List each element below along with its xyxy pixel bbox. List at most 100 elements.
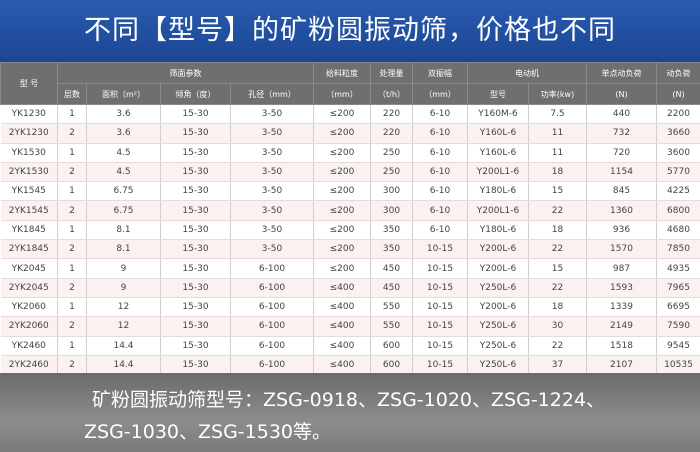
- table-cell: 250: [370, 143, 413, 163]
- footer-line-1: 矿粉圆振动筛型号：ZSG-0918、ZSG-1020、ZSG-1224、: [92, 389, 606, 411]
- table-cell: 6.75: [86, 181, 161, 202]
- table-cell: 300: [370, 181, 413, 202]
- table-row: YK1545 1 6.75 15-30 3-50 ≤200 300 6-10 Y180L-6 15…: [0, 181, 700, 202]
- table-cell: 2YK1545: [0, 200, 58, 221]
- table-row: 2YK2460 2 14.4 15-30 6-100 ≤400 600 10-15 Y250L-…: [0, 355, 700, 376]
- header-power: 功率(kw): [528, 83, 587, 105]
- table-cell: 2: [57, 239, 87, 260]
- table-cell: YK1545: [0, 181, 58, 202]
- table-cell: 3.6: [86, 104, 161, 125]
- table-cell: 9: [86, 258, 161, 279]
- table-cell: 350: [370, 220, 413, 241]
- header-screen-params: 筛面参数: [57, 62, 314, 84]
- table-cell: 6-10: [412, 181, 468, 202]
- table-cell: 3-50: [230, 200, 314, 221]
- table-cell: 15-30: [160, 297, 231, 318]
- table-cell: 1339: [586, 297, 657, 318]
- table-cell: Y250L-6: [467, 336, 529, 356]
- table-cell: 10-15: [412, 239, 468, 260]
- table-cell: ≤200: [313, 162, 371, 183]
- table-cell: 600: [370, 355, 413, 376]
- table-cell: 220: [370, 104, 413, 125]
- table-cell: Y200L-6: [467, 258, 529, 279]
- table-cell: 732: [586, 123, 657, 144]
- table-cell: 2: [57, 200, 87, 221]
- table-cell: 10-15: [412, 336, 468, 356]
- table-cell: 7850: [656, 239, 700, 260]
- table-cell: 1: [57, 181, 87, 202]
- table-cell: YK2060: [0, 297, 58, 318]
- header-layers: 层数: [57, 83, 87, 105]
- table-row: YK2060 1 12 15-30 6-100 ≤400 550 10-15 Y200L-6 18…: [0, 297, 700, 318]
- table-cell: 9545: [656, 336, 700, 356]
- table-cell: 440: [586, 104, 657, 125]
- table-cell: 15-30: [160, 278, 231, 298]
- table-cell: 11: [528, 123, 587, 144]
- header-point-load: 单点动负荷: [586, 62, 657, 84]
- table-cell: 15-30: [160, 239, 231, 260]
- table-cell: Y250L-6: [467, 278, 529, 298]
- table-cell: 936: [586, 220, 657, 241]
- header-angle: 倾角（度）: [160, 83, 231, 105]
- table-row: 2YK1845 2 8.1 15-30 3-50 ≤200 350 10-15 Y200L-6 2…: [0, 239, 700, 260]
- table-cell: 15-30: [160, 123, 231, 144]
- table-cell: 15-30: [160, 316, 231, 337]
- table-cell: 3600: [656, 143, 700, 163]
- table-cell: 15-30: [160, 104, 231, 125]
- table-cell: 15-30: [160, 181, 231, 202]
- table-cell: ≤400: [313, 278, 371, 298]
- table-cell: 12: [86, 297, 161, 318]
- table-cell: 3660: [656, 123, 700, 144]
- header-amplitude-unit: （mm）: [412, 83, 468, 105]
- table-cell: 10-15: [412, 278, 468, 298]
- table-cell: 7590: [656, 316, 700, 337]
- table-cell: ≤200: [313, 258, 371, 279]
- table-cell: 1518: [586, 336, 657, 356]
- table-cell: 15-30: [160, 336, 231, 356]
- table-cell: 15-30: [160, 258, 231, 279]
- table-cell: 1360: [586, 200, 657, 221]
- table-cell: 5770: [656, 162, 700, 183]
- table-cell: 15-30: [160, 143, 231, 163]
- table-cell: YK1530: [0, 143, 58, 163]
- table-cell: YK1845: [0, 220, 58, 241]
- table-cell: 1: [57, 143, 87, 163]
- table-cell: 2YK2060: [0, 316, 58, 337]
- table-cell: Y160M-6: [467, 104, 529, 125]
- table-cell: 22: [528, 239, 587, 260]
- table-cell: 845: [586, 181, 657, 202]
- table-cell: 15-30: [160, 355, 231, 376]
- table-cell: 22: [528, 336, 587, 356]
- table-cell: 10-15: [412, 355, 468, 376]
- table-cell: 7965: [656, 278, 700, 298]
- table-cell: 6-10: [412, 123, 468, 144]
- table-cell: 6-100: [230, 297, 314, 318]
- header-dyn-load: 动负荷: [656, 62, 700, 84]
- table-cell: 10-15: [412, 258, 468, 279]
- table-cell: Y200L-6: [467, 239, 529, 260]
- table-cell: 6-100: [230, 316, 314, 337]
- header-area: 面积（m²）: [86, 83, 161, 105]
- table-cell: ≤200: [313, 220, 371, 241]
- table-cell: 7.5: [528, 104, 587, 125]
- table-cell: 2: [57, 316, 87, 337]
- table-row: YK2045 1 9 15-30 6-100 ≤200 450 10-15 Y200L-6 15 9…: [0, 258, 700, 279]
- header-amplitude: 双振幅: [412, 62, 468, 84]
- table-cell: 2YK2045: [0, 278, 58, 298]
- table-cell: 6-100: [230, 278, 314, 298]
- table-cell: Y200L1-6: [467, 162, 529, 183]
- table-cell: YK1230: [0, 104, 58, 125]
- table-cell: YK2460: [0, 336, 58, 356]
- table-cell: Y200L1-6: [467, 200, 529, 221]
- table-cell: 4.5: [86, 143, 161, 163]
- table-cell: 1570: [586, 239, 657, 260]
- table-cell: 3-50: [230, 162, 314, 183]
- table-cell: 2YK2460: [0, 355, 58, 376]
- table-cell: 1: [57, 104, 87, 125]
- table-cell: 12: [86, 316, 161, 337]
- table-cell: Y160L-6: [467, 123, 529, 144]
- table-cell: 18: [528, 220, 587, 241]
- table-body: YK1230 1 3.6 15-30 3-50 ≤200 220 6-10 Y160M-6 7.5…: [0, 104, 700, 376]
- header-model: 型 号: [0, 62, 58, 105]
- table-cell: ≤400: [313, 336, 371, 356]
